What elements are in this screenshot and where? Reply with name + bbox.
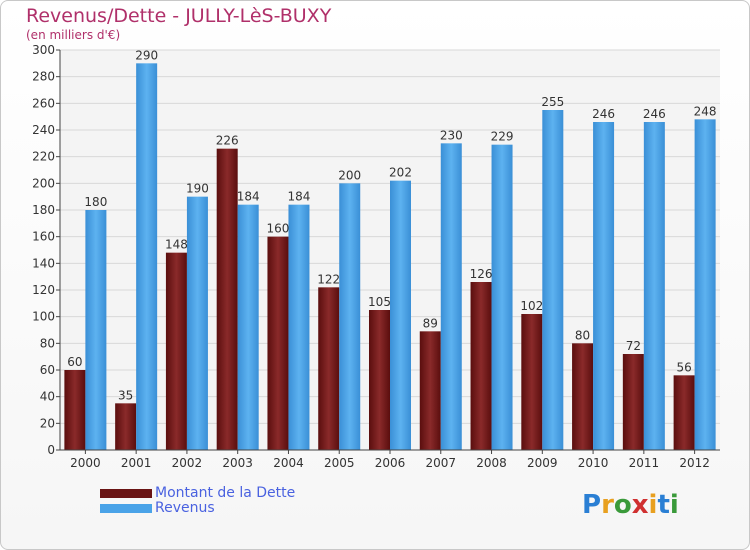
bar-dette	[673, 375, 695, 450]
bar-dette	[521, 314, 543, 450]
logo-letter: o	[613, 490, 632, 520]
bar-dette	[369, 310, 390, 450]
data-label-revenus: 229	[491, 130, 514, 144]
data-label-revenus: 246	[643, 107, 666, 121]
bar-revenus	[85, 210, 107, 450]
y-tick-label: 300	[32, 43, 55, 57]
x-tick-label: 2004	[273, 456, 304, 470]
data-label-revenus: 200	[338, 168, 361, 182]
bar-dette	[64, 370, 86, 450]
x-tick-label: 2007	[425, 456, 456, 470]
x-tick-label: 2001	[121, 456, 152, 470]
legend-label-revenus: Revenus	[155, 500, 215, 516]
bar-revenus	[390, 180, 411, 450]
data-label-dette: 160	[267, 222, 290, 236]
y-tick-label: 120	[32, 283, 55, 297]
bar-dette	[165, 252, 187, 450]
x-tick-label: 2008	[476, 456, 507, 470]
logo-letter: i	[648, 490, 658, 520]
bar-revenus	[694, 119, 716, 450]
logo-letter: t	[657, 490, 670, 520]
x-tick-label: 2006	[375, 456, 406, 470]
data-label-revenus: 248	[694, 104, 717, 118]
data-label-dette: 56	[676, 360, 691, 374]
bar-dette	[419, 331, 441, 450]
x-tick-label: 2005	[324, 456, 355, 470]
y-tick-label: 200	[32, 176, 55, 190]
data-label-revenus: 202	[389, 166, 412, 180]
y-tick-label: 160	[32, 230, 55, 244]
y-tick-label: 260	[32, 96, 55, 110]
x-tick-label: 2000	[70, 456, 101, 470]
bar-revenus	[339, 183, 361, 451]
bar-revenus	[136, 63, 158, 450]
data-label-dette: 72	[626, 339, 641, 353]
data-label-dette: 60	[67, 355, 82, 369]
data-label-dette: 89	[423, 316, 438, 330]
chart-title: Revenus/Dette - JULLY-LèS-BUXY	[26, 5, 332, 27]
bar-dette	[470, 282, 492, 450]
proxiti-logo: Proxiti	[582, 490, 679, 520]
data-label-dette: 226	[216, 134, 239, 148]
bar-dette	[115, 403, 137, 450]
x-tick-label: 2003	[222, 456, 253, 470]
bar-revenus	[186, 196, 208, 450]
data-label-revenus: 180	[84, 195, 107, 209]
logo-letter: i	[669, 490, 679, 520]
legend-swatch-debt	[100, 489, 152, 498]
bar-dette	[572, 343, 594, 450]
data-label-dette: 35	[118, 388, 133, 402]
bar-dette	[622, 354, 644, 450]
y-tick-label: 220	[32, 150, 55, 164]
y-tick-label: 180	[32, 203, 55, 217]
data-label-dette: 102	[520, 299, 543, 313]
bar-revenus	[288, 204, 310, 450]
bar-dette	[216, 148, 238, 450]
logo-letter: x	[631, 490, 649, 520]
bar-dette	[318, 287, 340, 450]
y-tick-label: 60	[40, 363, 55, 377]
data-label-revenus: 246	[592, 107, 615, 121]
data-label-revenus: 255	[541, 95, 564, 109]
y-tick-label: 20	[40, 416, 55, 430]
x-tick-label: 2002	[172, 456, 203, 470]
y-tick-label: 280	[32, 70, 55, 84]
legend-label-debt: Montant de la Dette	[155, 485, 296, 501]
x-tick-label: 2012	[679, 456, 710, 470]
logo-letter: P	[582, 490, 602, 520]
y-tick-label: 140	[32, 256, 55, 270]
data-label-revenus: 190	[186, 182, 209, 196]
y-tick-label: 240	[32, 123, 55, 137]
logo-letter: r	[601, 490, 614, 520]
x-tick-label: 2011	[629, 456, 660, 470]
data-label-dette: 80	[575, 328, 590, 342]
chart-subtitle: (en milliers d'€)	[26, 28, 121, 42]
data-label-dette: 148	[165, 238, 188, 252]
bar-revenus	[643, 122, 665, 450]
x-tick-label: 2010	[578, 456, 609, 470]
data-label-dette: 105	[368, 295, 391, 309]
data-label-revenus: 230	[440, 128, 463, 142]
bar-revenus	[237, 204, 259, 450]
legend-swatch-revenus	[100, 504, 152, 513]
y-tick-label: 0	[47, 443, 55, 457]
bar-revenus	[542, 110, 564, 450]
bar-revenus	[440, 143, 462, 451]
data-label-revenus: 184	[237, 190, 260, 204]
x-tick-label: 2009	[527, 456, 558, 470]
data-label-dette: 126	[470, 267, 493, 281]
bar-revenus	[593, 122, 615, 450]
data-label-dette: 122	[317, 272, 340, 286]
y-tick-label: 80	[40, 336, 55, 350]
y-tick-label: 40	[40, 390, 55, 404]
bar-dette	[267, 236, 289, 450]
data-label-revenus: 290	[135, 48, 158, 62]
bar-revenus	[491, 144, 513, 450]
y-tick-label: 100	[32, 310, 55, 324]
data-label-revenus: 184	[288, 190, 311, 204]
